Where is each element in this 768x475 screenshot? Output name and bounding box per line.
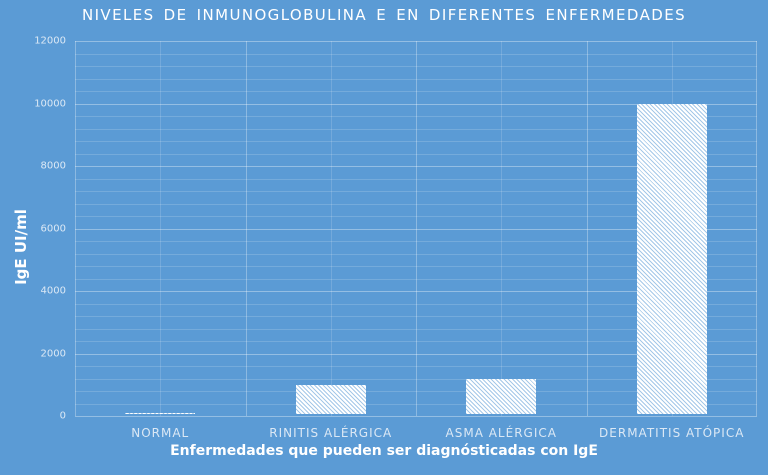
minor-gridline (75, 391, 757, 392)
major-gridline (75, 166, 757, 167)
minor-gridline (75, 153, 757, 155)
major-gridline (75, 353, 757, 355)
minor-gridline (75, 253, 757, 255)
x-tick-label: RINITIS ALÉRGICA (269, 426, 393, 440)
major-gridline (75, 228, 757, 230)
y-tick-label: 0 (59, 410, 66, 422)
chart-title: NIVELES DE INMUNOGLOBULINA E EN DIFERENT… (81, 6, 687, 24)
minor-gridline (75, 341, 757, 342)
minor-gridline (75, 366, 757, 367)
bar-rinitis-al-rgica (295, 384, 366, 414)
minor-gridline (75, 378, 757, 380)
x-axis-label: Enfermedades que pueden ser diagnósticad… (170, 443, 598, 459)
y-tick-label: 2000 (40, 348, 66, 359)
minor-gridline (75, 328, 757, 330)
y-tick-label: 4000 (40, 285, 66, 297)
minor-gridline (75, 278, 757, 280)
y-tick-label: 8000 (40, 160, 66, 172)
x-tick-label: NORMAL (131, 426, 190, 440)
major-gridline (75, 291, 757, 292)
minor-gridline (75, 403, 757, 405)
category-gridline (416, 41, 417, 416)
minor-gridline (75, 91, 757, 92)
minor-gridline (75, 78, 757, 80)
minor-gridline (75, 191, 757, 192)
minor-gridline (75, 128, 757, 130)
minor-gridline (75, 266, 757, 267)
minor-gridline (75, 53, 757, 55)
major-gridline (75, 103, 757, 105)
category-gridline (756, 41, 757, 416)
bar-dermatitis-at-pica (636, 103, 707, 414)
plot-area (75, 41, 757, 417)
y-tick-label: 6000 (40, 223, 66, 234)
x-tick-label: DERMATITIS ATÓPICA (599, 426, 745, 440)
minor-gridline (75, 141, 757, 142)
minor-vertical-gridline (501, 41, 503, 416)
minor-vertical-gridline (330, 41, 332, 416)
category-gridline (586, 41, 588, 416)
major-gridline (75, 416, 757, 417)
category-gridline (245, 41, 247, 416)
y-tick-label: 12000 (34, 35, 66, 47)
minor-gridline (75, 216, 757, 217)
bar-asma-al-rgica (466, 378, 537, 414)
minor-gridline (75, 203, 757, 205)
minor-gridline (75, 178, 757, 180)
category-gridline (75, 41, 76, 416)
minor-gridline (75, 316, 757, 317)
minor-gridline (75, 303, 757, 305)
major-gridline (75, 41, 757, 42)
minor-vertical-gridline (160, 41, 162, 416)
minor-gridline (75, 66, 757, 67)
y-tick-label: 10000 (34, 98, 66, 109)
minor-gridline (75, 116, 757, 117)
x-tick-label: ASMA ALÉRGICA (445, 426, 557, 440)
bar-normal (125, 412, 196, 414)
minor-gridline (75, 241, 757, 242)
